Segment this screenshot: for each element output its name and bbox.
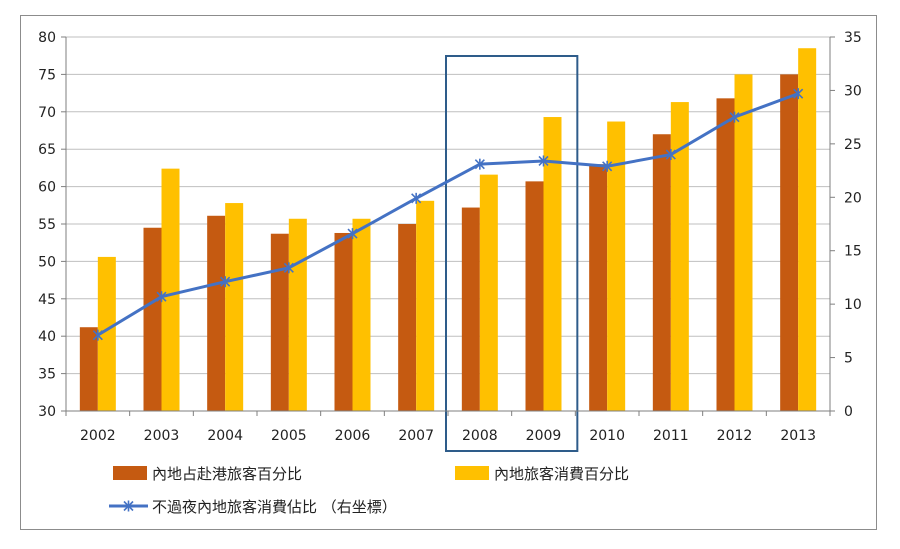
line-point: [474, 158, 485, 170]
right-tick-label: 25: [844, 137, 862, 153]
left-tick-label: 55: [38, 217, 56, 233]
x-tick-label: 2004: [207, 428, 243, 444]
bar-spending-share: [161, 168, 180, 411]
axes: 30 35 40 45 50 55 60 65 70 75 80 0 5 10 15 20 25 30 35 2002…: [38, 30, 862, 444]
left-tick-label: 50: [38, 254, 56, 270]
bar-spending-share: [416, 200, 435, 411]
line-point: [156, 291, 167, 303]
line-point: [220, 276, 231, 288]
x-tick-label: 2011: [653, 428, 689, 444]
left-tick-label: 35: [38, 367, 56, 383]
right-tick-label: 0: [844, 404, 853, 420]
bar-spending-share: [225, 203, 244, 411]
right-tick-label: 10: [844, 297, 862, 313]
x-tick-label: 2010: [589, 428, 625, 444]
left-tick-label: 45: [38, 292, 56, 308]
x-tick-label: 2012: [717, 428, 753, 444]
x-tick-label: 2006: [335, 428, 371, 444]
right-tick-label: 30: [844, 83, 862, 99]
bar-spending-share: [670, 102, 689, 412]
left-tick-label: 80: [38, 30, 56, 46]
bar-spending-share: [352, 218, 371, 411]
bar-spending-share: [607, 121, 626, 412]
bar-spending-share: [479, 174, 498, 411]
bar-visitor-share: [525, 181, 544, 411]
x-tick-label: 2003: [144, 428, 180, 444]
bar-visitor-share: [207, 215, 226, 411]
legend-label-same-day-spending: 不過夜內地旅客消費佔比 （右坐標）: [152, 498, 397, 516]
left-tick-label: 30: [38, 404, 56, 420]
bar-spending-share: [97, 256, 116, 411]
line-point: [793, 88, 804, 100]
right-tick-label: 20: [844, 190, 862, 206]
legend: 內地占赴港旅客百分比 內地旅客消費百分比 不過夜內地旅客消費佔比 （右坐標）: [109, 465, 629, 516]
line-point: [665, 149, 676, 161]
left-tick-label: 75: [38, 67, 56, 83]
bar-spending-share: [798, 48, 817, 411]
line-path: [97, 92, 799, 337]
x-tick-label: 2005: [271, 428, 307, 444]
bar-spending-share: [734, 74, 753, 412]
right-tick-label: 35: [844, 30, 862, 46]
highlight-box: [445, 55, 579, 452]
bar-visitor-share: [270, 233, 289, 411]
line-point: [347, 228, 358, 240]
x-tick-label: 2002: [80, 428, 116, 444]
x-tick-label: 2008: [462, 428, 498, 444]
left-tick-label: 60: [38, 180, 56, 196]
bar-visitor-share: [398, 224, 417, 411]
bar-visitor-share: [143, 227, 162, 411]
x-tick-label: 2009: [526, 428, 562, 444]
right-tick-label: 15: [844, 244, 862, 260]
legend-swatch-share-of-visitors: [113, 466, 147, 480]
bar-spending-share: [543, 117, 562, 411]
bar-visitor-share: [780, 74, 799, 412]
right-tick-label: 5: [844, 351, 853, 367]
bar-marks: [79, 48, 817, 412]
bar-visitor-share: [79, 327, 98, 411]
left-tick-label: 70: [38, 105, 56, 121]
x-tick-label: 2013: [780, 428, 816, 444]
legend-swatch-share-of-spending: [455, 466, 489, 480]
line-point: [538, 155, 549, 167]
line-point: [602, 160, 613, 172]
bar-visitor-share: [652, 134, 671, 412]
bar-visitor-share: [461, 207, 480, 411]
bar-visitor-share: [334, 232, 353, 411]
left-tick-label: 65: [38, 142, 56, 158]
gridlines: [66, 36, 830, 412]
bar-visitor-share: [716, 98, 735, 411]
line-point: [92, 329, 103, 341]
legend-point: [123, 500, 134, 512]
highlight-rect: [445, 55, 579, 452]
x-tick-label: 2007: [398, 428, 434, 444]
line-point: [411, 192, 422, 204]
line-point: [283, 262, 294, 274]
legend-marker-star: [123, 500, 134, 512]
line-series: [92, 88, 804, 341]
bar-visitor-share: [589, 164, 608, 411]
legend-label-share-of-visitors: 內地占赴港旅客百分比: [152, 465, 302, 483]
line-point: [729, 111, 740, 123]
bar-spending-share: [288, 218, 307, 411]
legend-label-share-of-spending: 內地旅客消費百分比: [494, 465, 629, 483]
left-tick-label: 40: [38, 329, 56, 345]
